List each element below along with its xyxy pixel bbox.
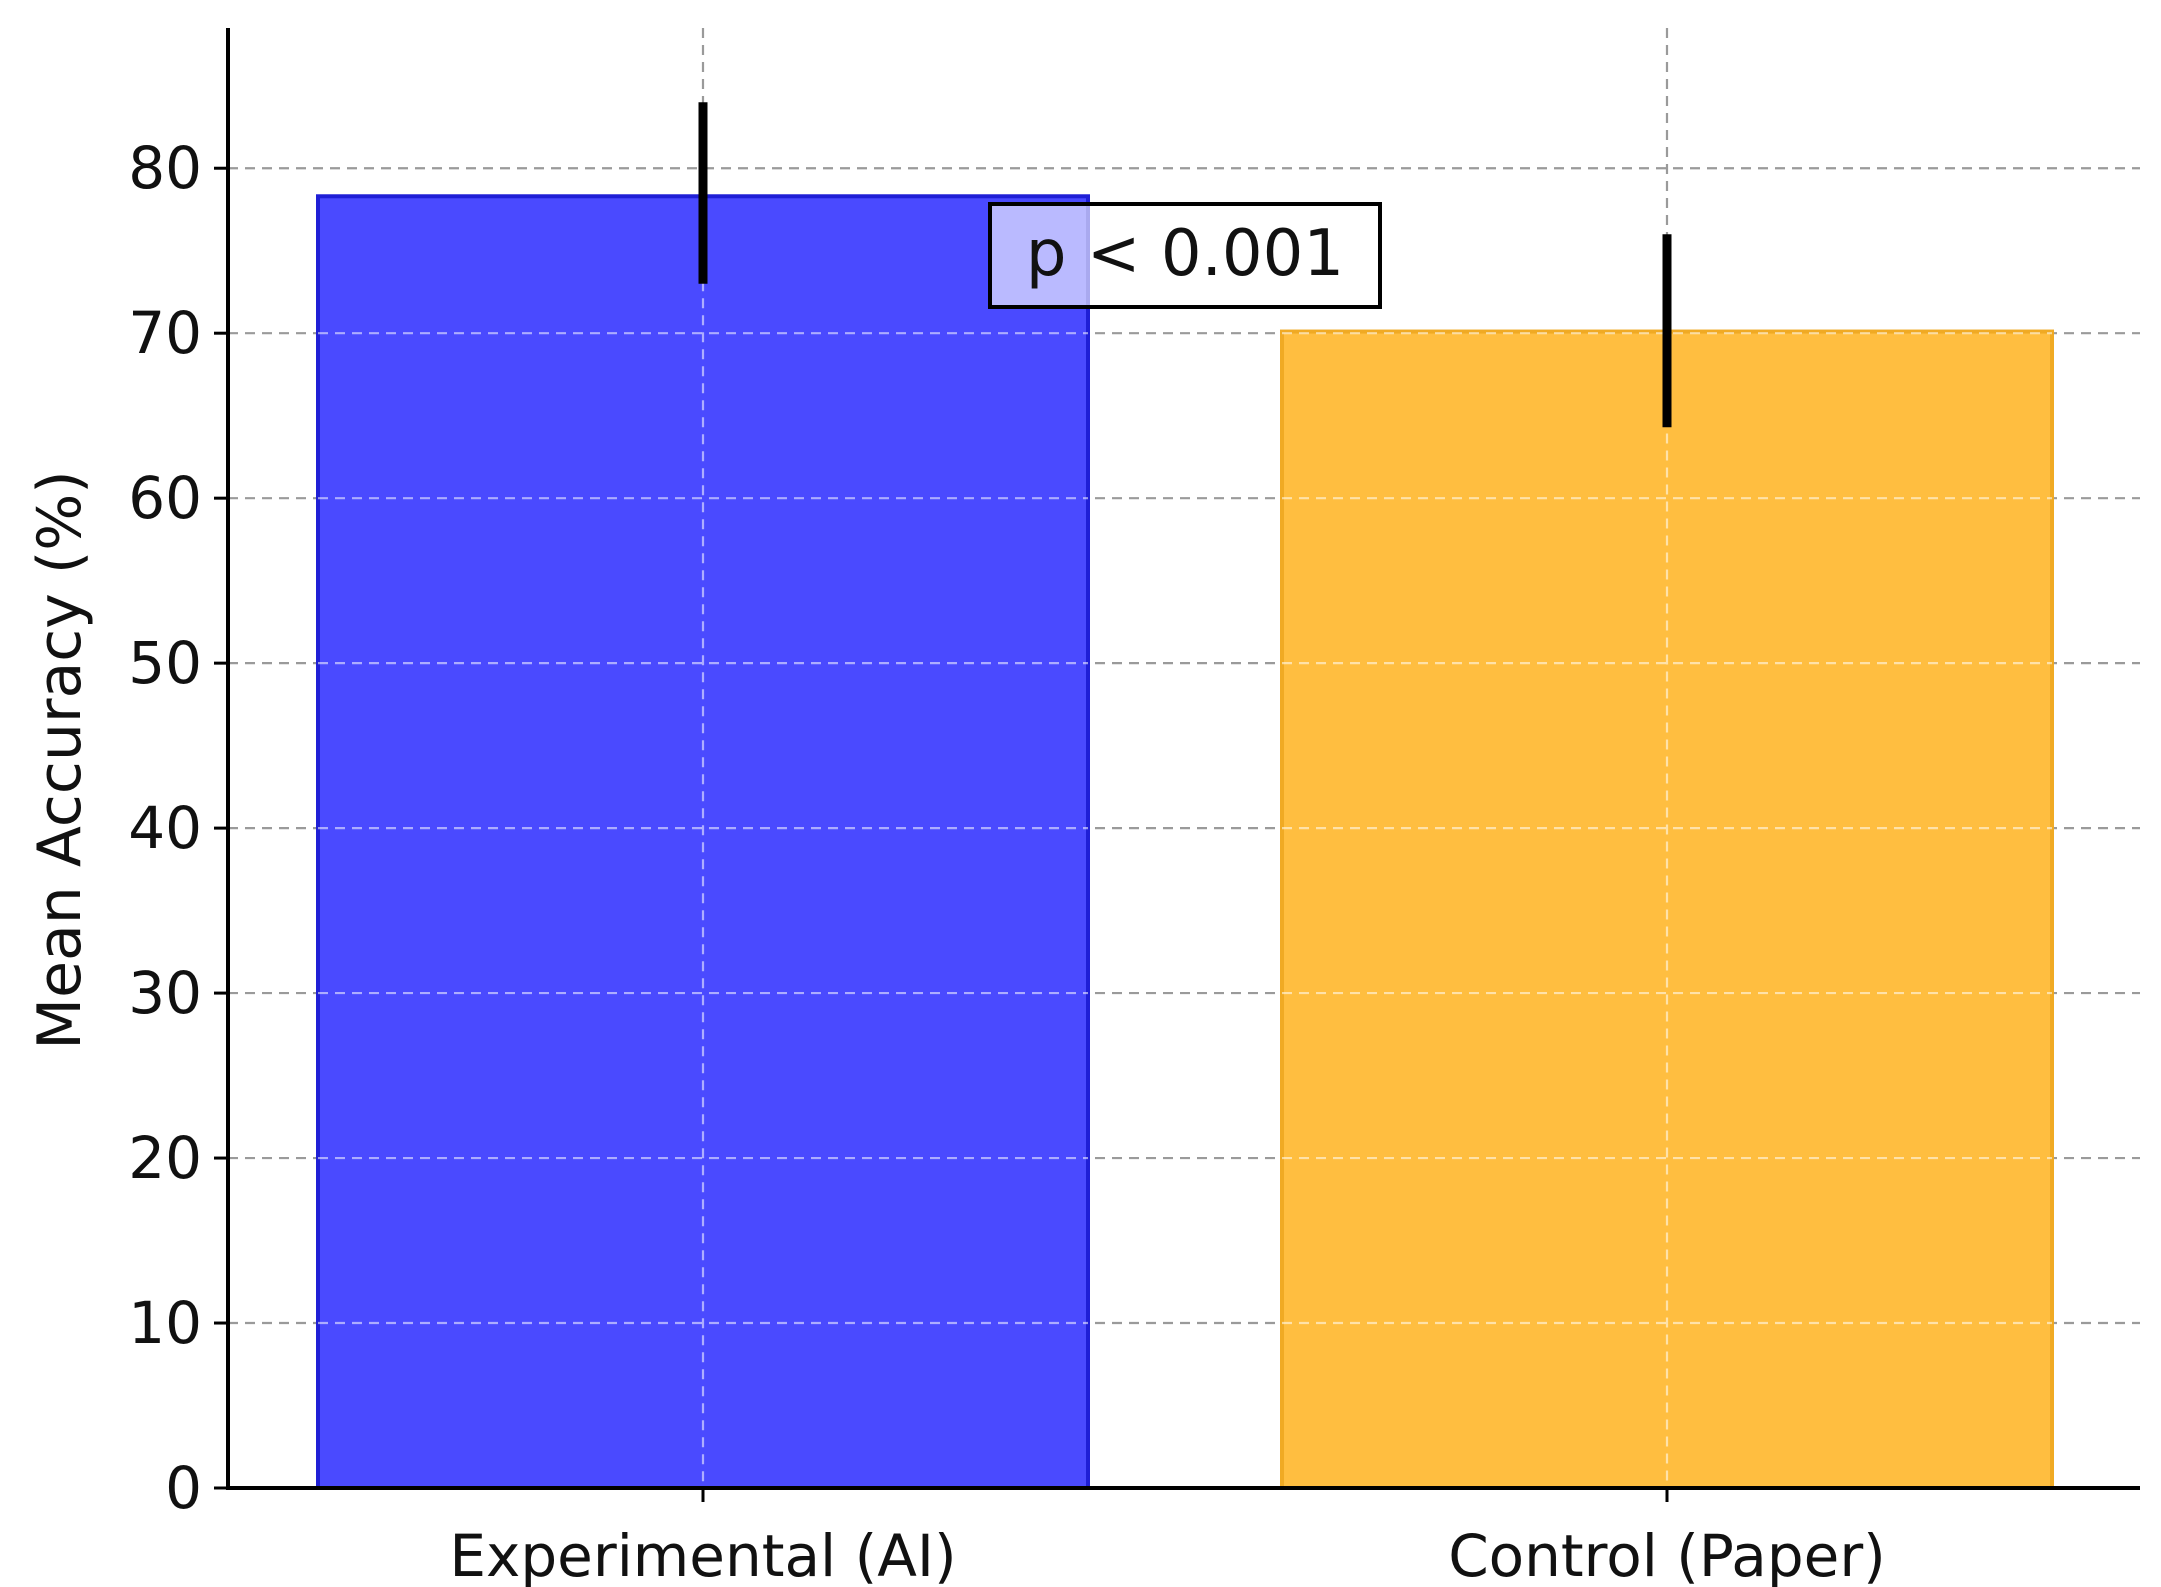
y-tick-label-10: 10 <box>128 1289 202 1357</box>
bars-layer <box>316 194 2054 1491</box>
y-tick-label-80: 80 <box>128 134 202 202</box>
axes-layer <box>226 28 2140 1490</box>
annotation-text: p < 0.001 <box>1026 217 1344 291</box>
x-tick-label-0: Experimental (AI) <box>449 1522 956 1587</box>
y-tick-label-70: 70 <box>128 299 202 367</box>
error-bars-layer <box>698 102 1672 428</box>
annotation-box <box>988 202 1382 309</box>
p-value-annotation: p < 0.001 <box>988 202 1382 309</box>
y-ticks-layer: 0 10 20 30 40 50 60 70 80 <box>128 134 228 1522</box>
y-tick-label-50: 50 <box>128 629 202 697</box>
x-ticks-layer: Experimental (AI) Control (Paper) <box>449 1488 1886 1587</box>
y-tick-label-30: 30 <box>128 959 202 1027</box>
x-tick-label-1: Control (Paper) <box>1448 1522 1886 1587</box>
bar-grid-layer <box>318 196 2052 1488</box>
y-tick-label-20: 20 <box>128 1124 202 1192</box>
y-axis-label: Mean Accuracy (%) <box>25 470 95 1049</box>
y-tick-label-0: 0 <box>165 1454 202 1522</box>
y-tick-label-40: 40 <box>128 794 202 862</box>
y-tick-label-60: 60 <box>128 464 202 532</box>
